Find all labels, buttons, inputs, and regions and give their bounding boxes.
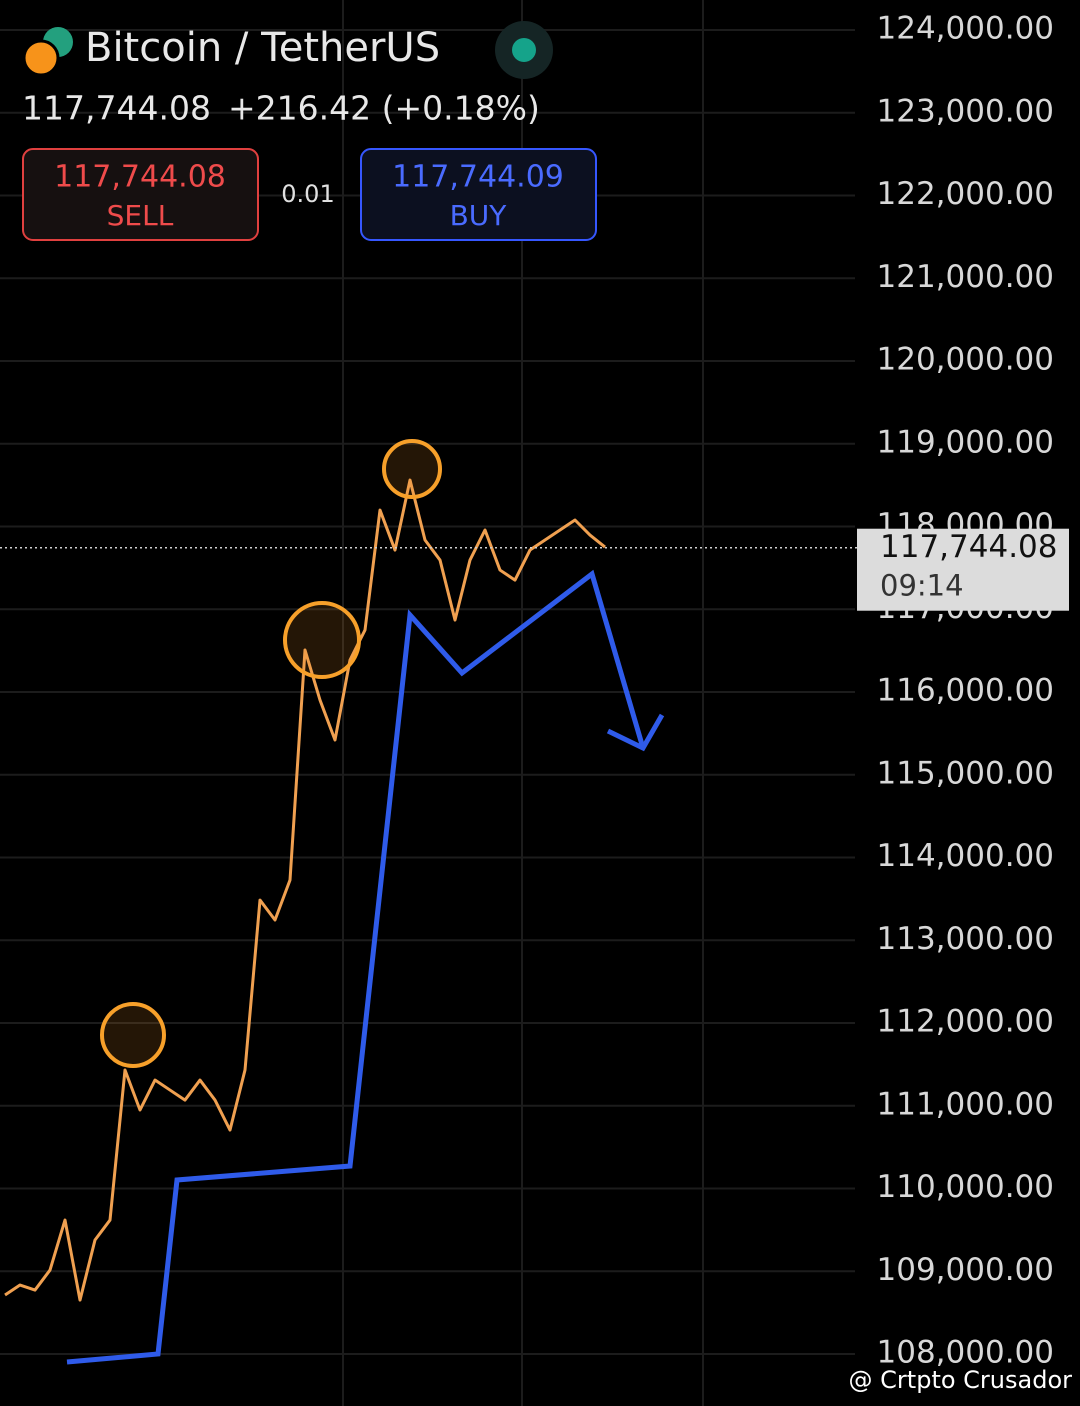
y-tick-label: 120,000.00 (877, 342, 1055, 378)
price-axis: 108,000.00 109,000.00 110,000.00 111,000.00… (857, 11, 1069, 1371)
change: +216.42 (+0.18%) (228, 89, 540, 128)
y-tick-label: 123,000.00 (877, 93, 1055, 129)
price-line (4, 478, 606, 1302)
countdown: 09:14 (880, 569, 964, 603)
annotations (66, 439, 665, 1365)
spread: 0.01 (281, 180, 334, 208)
y-tick-label: 112,000.00 (877, 1004, 1055, 1040)
highlight-circle (382, 439, 442, 499)
y-tick-label: 109,000.00 (877, 1252, 1055, 1288)
title: Bitcoin / TetherUS (85, 25, 440, 71)
y-tick-label: 116,000.00 (877, 673, 1055, 709)
buy-label: BUY (450, 199, 508, 232)
bitcoin-icon (22, 39, 60, 77)
header: Bitcoin / TetherUS 117,744.08 +216.42 (+… (22, 21, 597, 241)
buy-button[interactable] (360, 148, 597, 241)
drawn-arrowhead (606, 713, 665, 752)
sell-button[interactable] (22, 148, 259, 241)
watermark: @ Crtpto Crusador (849, 1366, 1073, 1394)
y-tick-label: 122,000.00 (877, 176, 1055, 212)
y-tick-label: 110,000.00 (877, 1169, 1055, 1205)
last-price-box (857, 528, 1069, 611)
y-tick-label: 121,000.00 (877, 259, 1055, 295)
buy-price: 117,744.09 (392, 160, 564, 195)
highlight-circle (100, 1002, 166, 1068)
y-tick-label: 111,000.00 (877, 1086, 1055, 1122)
sell-price: 117,744.08 (54, 160, 226, 195)
y-tick-label: 124,000.00 (877, 11, 1055, 47)
drawn-path (66, 569, 646, 1365)
plot (0, 478, 858, 1302)
price: 117,744.08 (22, 89, 211, 128)
y-tick-label: 108,000.00 (877, 1335, 1055, 1371)
status-dot (512, 38, 536, 62)
y-tick-label: 115,000.00 (877, 755, 1055, 791)
y-tick-label: 114,000.00 (877, 838, 1055, 874)
last-price-label: 117,744.08 (880, 529, 1058, 565)
y-tick-label: 113,000.00 (877, 921, 1055, 957)
sell-label: SELL (107, 199, 174, 232)
highlight-circle (283, 601, 361, 679)
y-tick-label: 119,000.00 (877, 424, 1055, 460)
